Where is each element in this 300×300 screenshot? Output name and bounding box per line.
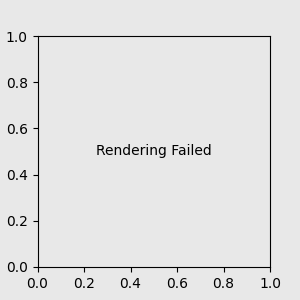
Text: Rendering Failed: Rendering Failed xyxy=(96,145,212,158)
